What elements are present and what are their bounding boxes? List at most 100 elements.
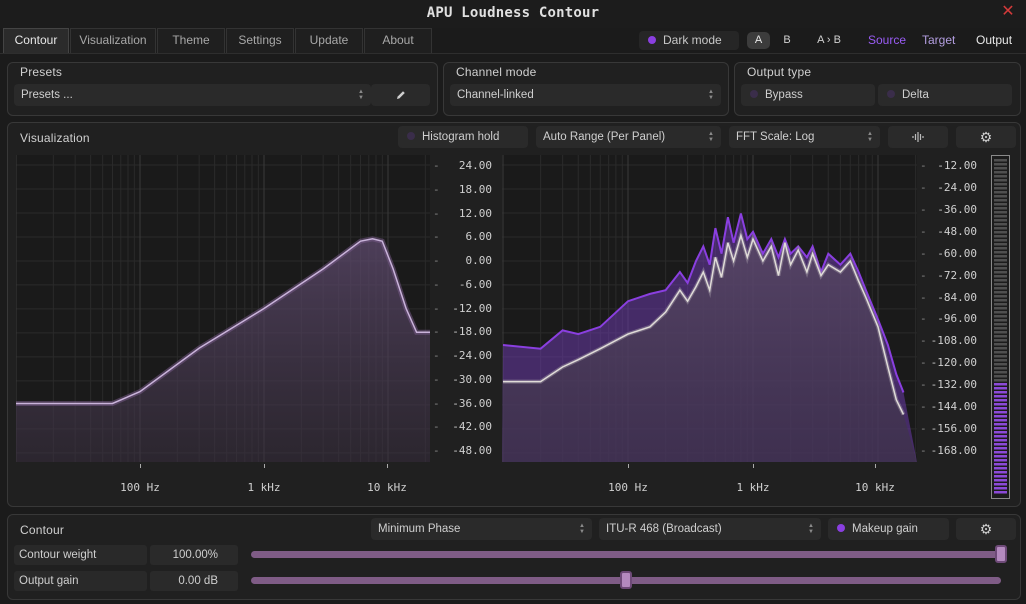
presets-label: Presets bbox=[20, 65, 63, 79]
meter-segment bbox=[994, 395, 1007, 398]
mode-source[interactable]: Source bbox=[868, 33, 907, 47]
contour-weight-slider-thumb[interactable] bbox=[995, 545, 1007, 563]
output-type-label: Output type bbox=[747, 65, 812, 79]
output-gain-value[interactable]: 0.00 dB bbox=[150, 571, 238, 591]
meter-segment bbox=[994, 231, 1007, 234]
phase-dropdown[interactable]: Minimum Phase ▲ ▼ bbox=[371, 518, 592, 540]
bypass-toggle[interactable]: Bypass bbox=[741, 84, 875, 106]
dark-mode-indicator bbox=[648, 35, 656, 44]
meter-segment bbox=[994, 463, 1007, 466]
meter-segment bbox=[994, 443, 1007, 446]
channel-mode-value: Channel-linked bbox=[457, 89, 534, 101]
contour-y-axis: -24.00 -18.00 -12.00 -6.00 -0.00 - -6.00 - -12.0… bbox=[430, 155, 502, 462]
meter-segment bbox=[994, 355, 1007, 358]
output-gain-slider-thumb[interactable] bbox=[620, 571, 632, 589]
channel-mode-panel: Channel mode Channel-linked ▲ ▼ bbox=[443, 62, 729, 116]
presets-dropdown[interactable]: Presets ... ▲ ▼ bbox=[14, 84, 371, 106]
waveform-icon bbox=[912, 131, 924, 142]
meter-segment bbox=[994, 223, 1007, 226]
makeup-gain-indicator bbox=[837, 523, 845, 532]
contour-weight-value[interactable]: 100.00% bbox=[150, 545, 238, 565]
contour-y-tick-label: - -42.00 bbox=[433, 420, 492, 434]
spectrum-x-tick bbox=[875, 464, 876, 468]
spectrum-y-tick-label: - -12.00 bbox=[920, 159, 977, 172]
tab-update[interactable]: Update bbox=[295, 28, 363, 53]
meter-segment bbox=[994, 391, 1007, 394]
delta-toggle[interactable]: Delta bbox=[878, 84, 1012, 106]
spectrum-x-label: 100 Hz bbox=[608, 481, 648, 494]
meter-segment bbox=[994, 299, 1007, 302]
output-spectrum-area bbox=[502, 235, 917, 462]
makeup-gain-toggle[interactable]: Makeup gain bbox=[828, 518, 949, 540]
spectrum-y-tick-label: - -96.00 bbox=[920, 312, 977, 326]
tab-about[interactable]: About bbox=[364, 28, 432, 53]
dropdown-arrows-icon: ▲ ▼ bbox=[358, 89, 364, 101]
contour-plot bbox=[16, 155, 430, 462]
meter-segment bbox=[994, 275, 1007, 278]
bypass-label: Bypass bbox=[765, 89, 803, 101]
contour-weight-slider[interactable] bbox=[251, 551, 1001, 558]
tab-visualization[interactable]: Visualization bbox=[70, 28, 156, 53]
curve-dropdown[interactable]: ITU-R 468 (Broadcast) ▲ ▼ bbox=[599, 518, 821, 540]
dark-mode-label: Dark mode bbox=[663, 33, 722, 47]
meter-segment bbox=[994, 207, 1007, 210]
dark-mode-toggle[interactable]: Dark mode bbox=[639, 31, 739, 50]
meter-segment bbox=[994, 439, 1007, 442]
ab-button-copy[interactable]: A › B bbox=[817, 34, 841, 46]
fft-scale-value: FFT Scale: Log bbox=[736, 131, 815, 143]
meter-segment bbox=[994, 343, 1007, 346]
meter-segment bbox=[994, 315, 1007, 318]
meter-segment bbox=[994, 199, 1007, 202]
meter-segment bbox=[994, 431, 1007, 434]
contour-y-tick-label: - -30.00 bbox=[433, 372, 492, 386]
spectrum-x-label: 10 kHz bbox=[855, 481, 895, 494]
spectrum-y-tick-label: - -60.00 bbox=[920, 246, 977, 260]
contour-x-label: 10 kHz bbox=[367, 481, 407, 494]
contour-y-tick-label: -12.00 bbox=[433, 206, 492, 220]
source-spectrum-line bbox=[502, 213, 905, 393]
range-value: Auto Range (Per Panel) bbox=[543, 131, 666, 143]
mode-target[interactable]: Target bbox=[922, 33, 956, 47]
close-icon[interactable]: ✕ bbox=[1001, 3, 1015, 20]
waveform-button[interactable] bbox=[888, 126, 948, 148]
contour-settings-button[interactable]: ⚙ bbox=[956, 518, 1016, 540]
tab-contour[interactable]: Contour bbox=[3, 28, 69, 53]
spectrum-y-tick-label: - -168.00 bbox=[920, 444, 977, 457]
gear-icon: ⚙ bbox=[979, 521, 993, 537]
dropdown-arrows-icon: ▲ ▼ bbox=[867, 131, 873, 143]
channel-mode-dropdown[interactable]: Channel-linked ▲ ▼ bbox=[450, 84, 721, 106]
tab-theme[interactable]: Theme bbox=[157, 28, 225, 53]
meter-segment bbox=[994, 243, 1007, 246]
contour-weight-label: Contour weight bbox=[14, 545, 147, 565]
meter-segment bbox=[994, 271, 1007, 274]
meter-segment bbox=[994, 307, 1007, 310]
meter-segment bbox=[994, 263, 1007, 266]
ab-button-a[interactable]: A bbox=[747, 32, 770, 49]
meter-segment bbox=[994, 387, 1007, 390]
edit-preset-button[interactable] bbox=[371, 84, 430, 106]
fft-scale-dropdown[interactable]: FFT Scale: Log ▲ ▼ bbox=[729, 126, 880, 148]
tab-bar: Contour Visualization Theme Settings Upd… bbox=[0, 28, 1026, 54]
meter-segment bbox=[994, 191, 1007, 194]
spectrum-y-tick-label: - -24.00 bbox=[920, 180, 977, 194]
meter-segment bbox=[994, 427, 1007, 430]
meter-segment bbox=[994, 203, 1007, 206]
meter-segment bbox=[994, 415, 1007, 418]
meter-segment bbox=[994, 175, 1007, 178]
meter-segment bbox=[994, 215, 1007, 218]
tab-settings[interactable]: Settings bbox=[226, 28, 294, 53]
dropdown-arrows-icon: ▲ ▼ bbox=[708, 131, 714, 143]
ab-button-b[interactable]: B bbox=[783, 34, 791, 46]
visualization-settings-button[interactable]: ⚙ bbox=[956, 126, 1016, 148]
visualization-label: Visualization bbox=[20, 131, 90, 145]
contour-y-tick-label: - -48.00 bbox=[433, 444, 492, 457]
meter-segment bbox=[994, 339, 1007, 342]
spectrum-x-label: 1 kHz bbox=[736, 481, 770, 494]
range-dropdown[interactable]: Auto Range (Per Panel) ▲ ▼ bbox=[536, 126, 721, 148]
spectrum-y-tick-label: - -132.00 bbox=[920, 378, 977, 392]
meter-segment bbox=[994, 303, 1007, 306]
meter-segment bbox=[994, 335, 1007, 338]
histogram-hold-toggle[interactable]: Histogram hold bbox=[398, 126, 528, 148]
spectrum-y-tick-label: - -156.00 bbox=[920, 422, 977, 436]
mode-output[interactable]: Output bbox=[976, 33, 1013, 47]
